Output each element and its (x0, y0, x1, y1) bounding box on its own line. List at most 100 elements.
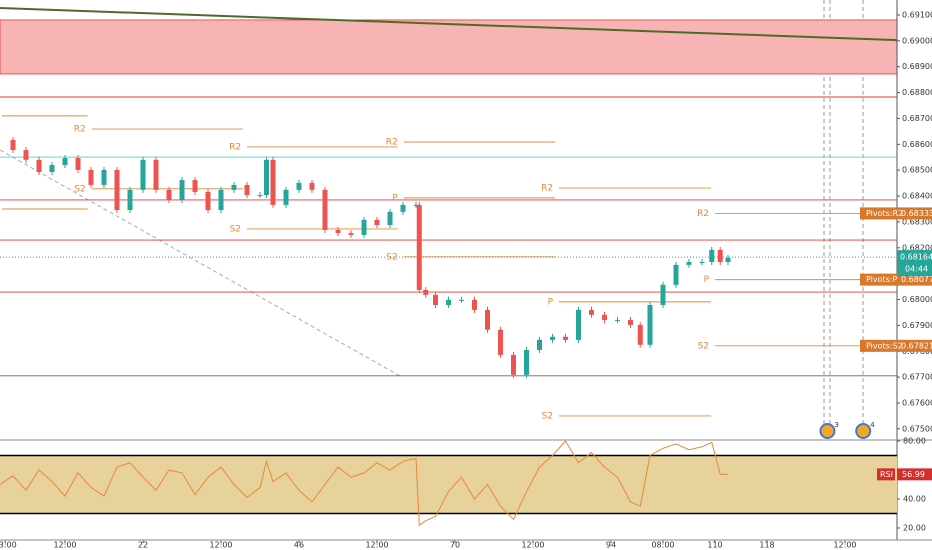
candle-body (348, 233, 354, 235)
y-tick-label: 0.68000 (902, 295, 932, 304)
candle-body (637, 324, 643, 345)
candle-body (416, 204, 422, 290)
candle-body (673, 264, 679, 285)
candle-body (10, 139, 16, 151)
candle-body (387, 211, 393, 226)
candle-body (615, 319, 620, 321)
current-price-badge (897, 250, 932, 277)
pivot-label: R2 (229, 142, 241, 152)
candle-body (296, 182, 302, 190)
x-tick-label: 12:00 (53, 541, 76, 550)
x-tick-label: 22 (138, 541, 148, 550)
candle-body (717, 249, 723, 263)
candle-body (576, 309, 581, 340)
candle-body (283, 189, 289, 205)
pivot-label: S2 (74, 184, 85, 194)
candle-body (400, 204, 406, 212)
pivot-badge-value: 0.67821 (901, 341, 932, 350)
x-tick-label: 118 (759, 541, 774, 550)
candle-body (62, 158, 68, 166)
countdown: 04:44 (905, 265, 928, 274)
candle-body (413, 204, 419, 206)
candle-body (166, 189, 172, 200)
candle-body (270, 159, 276, 205)
candle-body (23, 150, 29, 160)
candle-body (485, 309, 490, 330)
y-tick-label: 40.00 (903, 494, 926, 503)
x-tick-label: 46 (294, 541, 304, 550)
candle-body (36, 159, 42, 173)
rsi-title: RSI (880, 470, 893, 479)
y-tick-label: 0.67500 (902, 424, 932, 433)
current-price-label: 0.68164 (900, 253, 932, 262)
candle-body (423, 289, 429, 295)
x-tick-label: 12:00 (833, 541, 856, 550)
candle-body (264, 159, 269, 196)
candle-body (153, 159, 159, 190)
pivot-label: R2 (697, 209, 709, 219)
pivot-label: R2 (74, 125, 86, 135)
candle-body (140, 159, 146, 190)
pivot-badge-name: Pivots:R2 (866, 209, 903, 218)
rsi-value-badge (897, 468, 932, 481)
pivot-badge-name: Pivots:S2 (866, 341, 903, 350)
y-tick-label: 80.00 (903, 437, 926, 446)
y-tick-label: 0.67900 (902, 321, 932, 330)
x-tick-label: 70 (450, 541, 460, 550)
pivot-badge-name: Pivots:P (866, 275, 898, 284)
candle-body (322, 189, 328, 230)
candle-body (179, 180, 185, 200)
rsi-band (0, 455, 897, 514)
candle-body (563, 336, 568, 340)
candle-body (49, 165, 55, 173)
x-tick-label: 03:00 (0, 541, 17, 550)
pivot-label: P (392, 193, 398, 203)
y-tick-label: 0.68200 (902, 243, 932, 252)
candle-body (75, 158, 81, 170)
pivot-label: S2 (386, 252, 397, 262)
x-tick-label: 110 (707, 541, 722, 550)
candle-body (699, 262, 705, 264)
rsi-title-badge (877, 468, 895, 481)
pivot-label: R2 (386, 138, 398, 148)
candle-body (725, 257, 731, 263)
candle-body (498, 329, 503, 355)
candle-body (101, 169, 107, 185)
y-tick-label: 0.68900 (902, 62, 932, 71)
candle-body (218, 189, 224, 211)
y-tick-label: 0.68700 (902, 114, 932, 123)
candle-body (628, 319, 633, 325)
event-label: 4 (870, 421, 875, 429)
candle-body (709, 249, 715, 263)
pivot-badge-value: 0.68077 (901, 275, 932, 284)
event-icon (855, 423, 872, 439)
candle-body (537, 339, 542, 350)
candle-body (589, 309, 594, 315)
pivot-label: S2 (698, 341, 709, 351)
candle-body (231, 184, 237, 190)
candle-body (660, 284, 666, 305)
candle-body (524, 349, 529, 375)
trend-line (0, 7, 898, 42)
candle-body (335, 229, 341, 234)
x-tick-label: 12:00 (365, 541, 388, 550)
candle-body (192, 180, 198, 192)
x-tick-label: 08:00 (651, 541, 674, 550)
rsi-value-label: 56.99 (902, 470, 925, 479)
candle-body (244, 184, 250, 196)
candle-body (647, 304, 653, 345)
rsi-line (0, 440, 729, 527)
candle-body (511, 354, 516, 375)
pivot-label: P (704, 275, 710, 285)
y-tick-label: 0.67600 (902, 399, 932, 408)
event-icon (819, 423, 836, 439)
candle-body (374, 219, 380, 226)
candle-body (361, 219, 367, 235)
y-tick-label: 0.68300 (902, 217, 932, 226)
event-label: 3 (834, 421, 838, 429)
candle-body (88, 169, 94, 185)
pivot-badge (860, 273, 932, 286)
pivot-badge (860, 339, 932, 352)
candle-body (257, 195, 263, 197)
y-tick-label: 20.00 (903, 523, 926, 532)
